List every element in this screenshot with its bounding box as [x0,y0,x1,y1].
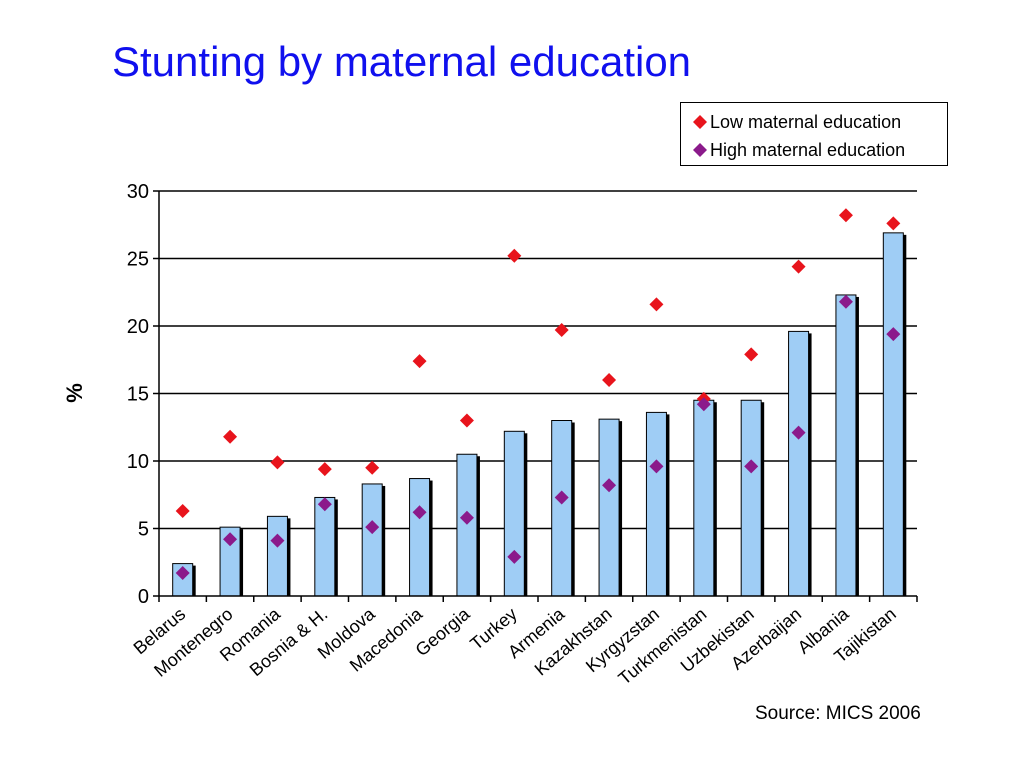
marker-high-education [223,532,238,547]
x-tick-label: Georgia [412,603,475,660]
diamond-red-icon [693,115,707,129]
bar [361,483,383,597]
markers [175,208,901,581]
marker-low-education [459,413,474,428]
axes [153,190,918,602]
marker-low-education [838,208,853,223]
marker-low-education [175,503,190,518]
legend-label-high: High maternal education [710,139,906,160]
y-tick-label: 10 [127,451,149,473]
marker-low-education [744,347,759,362]
marker-high-education [270,533,285,548]
source-note: Source: MICS 2006 [755,703,921,724]
y-tick-label: 20 [127,316,149,338]
marker-high-education [412,505,427,520]
marker-high-education [459,510,474,525]
y-axis-label: % [62,383,87,403]
marker-high-education [696,397,711,412]
y-tick-label: 5 [138,519,149,541]
bar [835,294,857,597]
marker-high-education [554,490,569,505]
bar [314,496,336,597]
legend: Low maternal education High maternal edu… [680,102,948,166]
marker-low-education [886,216,901,231]
marker-high-education [886,327,901,342]
bar [645,411,667,597]
marker-low-education [507,248,522,263]
bar [740,399,762,597]
diamond-purple-icon [693,143,707,157]
marker-high-education [602,478,617,493]
marker-high-education [507,549,522,564]
marker-low-education [649,297,664,312]
bar [456,453,478,597]
marker-high-education [791,425,806,440]
marker-high-education [744,459,759,474]
marker-high-education [317,497,332,512]
bar [788,330,810,597]
marker-high-education [175,566,190,581]
bar [598,418,620,597]
bar [409,478,431,597]
marker-low-education [317,462,332,477]
y-tick-label: 25 [127,249,149,271]
bar [693,399,715,597]
legend-item-low: Low maternal education [693,108,901,136]
marker-high-education [649,459,664,474]
marker-low-education [412,354,427,369]
y-tick-label: 0 [138,586,149,608]
marker-low-education [602,373,617,387]
marker-low-education [223,429,238,444]
marker-high-education [838,294,853,309]
bar [266,515,288,597]
bar [503,430,525,597]
legend-item-high: High maternal education [693,136,905,164]
bar [882,232,904,597]
marker-low-education [365,460,380,475]
marker-low-education [554,323,569,338]
y-tick-label: 30 [127,181,149,203]
slide-title: Stunting by maternal education [112,38,692,85]
marker-low-education [791,259,806,274]
y-tick-label: 15 [127,384,149,406]
marker-high-education [365,520,380,535]
legend-label-low: Low maternal education [710,111,902,132]
bar [551,420,573,597]
marker-low-education [270,455,285,470]
bars [172,232,907,597]
